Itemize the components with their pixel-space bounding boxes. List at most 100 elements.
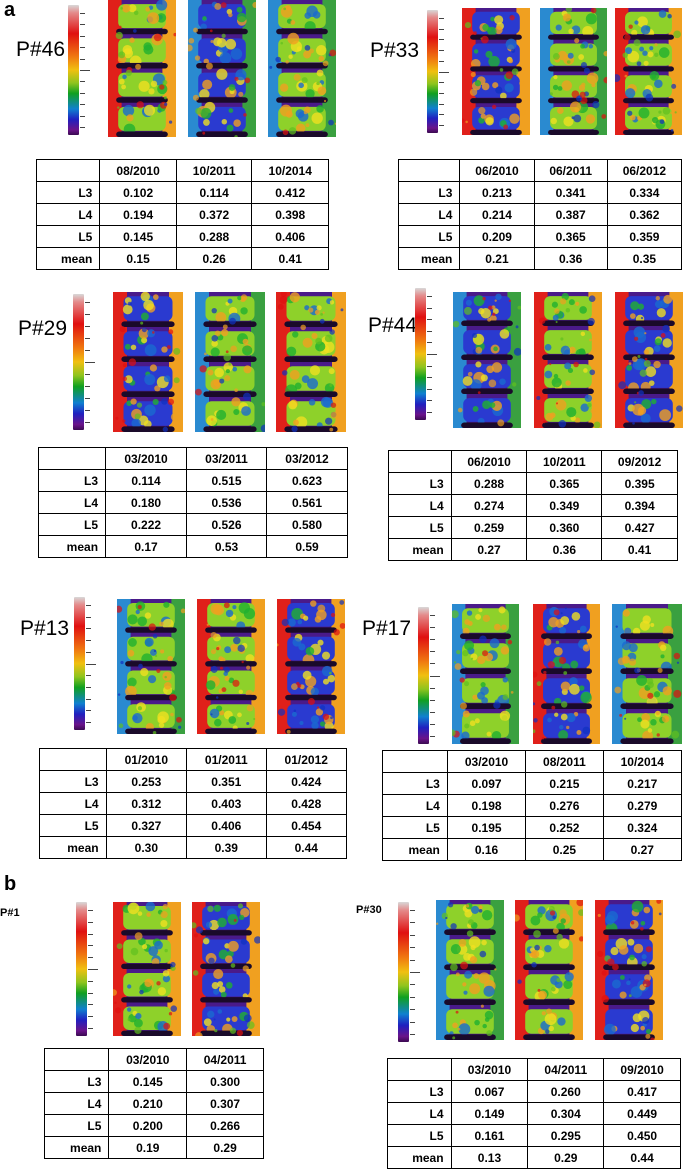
bone-quality-table: 03/2010 04/2011 09/2010 L3 0.067 0.260 0.417 L4… [387,1058,681,1169]
scan-date-header: 10/2011 [526,450,603,473]
row-label: mean [37,535,107,558]
row-label: L4 [387,1102,452,1125]
scale-tick [86,699,91,700]
color-scale-bar [73,294,95,430]
scale-tick [439,104,444,105]
value-cell: 0.161 [450,1124,529,1147]
scale-tick [88,910,93,911]
value-cell: 0.623 [265,469,349,492]
spine-scan-image [436,900,504,1040]
table-header-row: 06/2010 06/2011 06/2012 [397,159,683,182]
row-label: mean [387,1146,452,1169]
table-row: L3 0.114 0.515 0.623 [37,469,349,492]
value-cell: 0.398 [251,203,329,226]
scale-tick [439,114,444,115]
scan-date-header: 04/2011 [186,1048,264,1071]
value-cell: 0.580 [265,513,349,536]
table-row: mean 0.27 0.36 0.41 [388,538,678,561]
scale-tick [86,710,91,711]
row-label: L5 [388,516,452,539]
value-cell: 0.29 [186,1136,264,1159]
value-cell: 0.266 [186,1114,264,1137]
scale-tick [80,104,85,105]
spine-scan-image [533,604,600,744]
value-cell: 0.195 [446,816,527,839]
value-cell: 0.526 [186,513,267,536]
scale-tick [85,386,90,387]
scale-tick [86,687,91,688]
panel-label-a: a [4,0,16,21]
scale-tick [85,422,90,423]
table-row: L3 0.288 0.365 0.395 [388,472,678,495]
spine-scan-image [534,292,602,428]
scan-date-header: 01/2011 [186,748,267,771]
table-row: L5 0.209 0.365 0.359 [397,225,683,248]
spine-scan-image [615,8,682,135]
value-cell: 0.276 [525,794,604,817]
table-row: L5 0.145 0.288 0.406 [35,225,329,248]
patient-label: P#33 [370,39,420,62]
scale-tick [86,640,91,641]
scale-tick [439,39,444,40]
value-cell: 0.450 [603,1124,681,1147]
value-cell: 0.13 [450,1146,529,1169]
scale-tick [80,13,85,14]
table-corner-cell [388,450,452,473]
value-cell: 0.403 [186,792,267,815]
scan-date-header: 09/2010 [603,1058,681,1081]
value-cell: 0.200 [108,1114,188,1137]
value-cell: 0.341 [533,181,608,204]
value-cell: 0.454 [265,814,347,837]
table-row: L3 0.097 0.215 0.217 [382,772,683,795]
bone-quality-table: 03/2010 04/2011 L3 0.145 0.300 L4 0.210 0.307 L5… [43,1048,264,1159]
value-cell: 0.21 [459,247,535,270]
scan-date-header: 01/2010 [105,748,188,771]
value-cell: 0.394 [601,494,678,517]
table-header-row: 08/2010 10/2011 10/2014 [35,159,329,182]
table-row: L3 0.145 0.300 [43,1070,264,1093]
scale-tick [410,910,415,911]
table-row: L4 0.274 0.349 0.394 [388,494,678,517]
scan-date-header: 03/2011 [186,447,267,470]
value-cell: 0.180 [105,491,188,514]
value-cell: 0.312 [105,792,188,815]
scale-tick [427,331,432,332]
row-label: L4 [35,203,101,226]
scale-tick [86,605,91,606]
value-cell: 0.406 [186,814,267,837]
table-header-row: 03/2010 04/2011 [43,1048,264,1071]
table-row: L3 0.253 0.351 0.424 [39,770,347,793]
value-cell: 0.449 [603,1102,681,1125]
spine-scan-image [117,599,185,734]
value-cell: 0.198 [446,794,527,817]
value-cell: 0.067 [450,1080,529,1103]
row-label: L3 [388,472,452,495]
spine-scan-image [515,900,583,1040]
scale-tick [88,922,93,923]
scan-date-header: 09/2012 [601,450,678,473]
scale-tick [85,326,90,327]
scale-tick [88,1028,93,1029]
value-cell: 0.15 [99,247,177,270]
scan-date-header: 06/2010 [450,450,528,473]
spine-scan-image [276,292,346,432]
value-cell: 0.26 [175,247,253,270]
spine-scan-image [268,0,336,137]
value-cell: 0.215 [525,772,604,795]
scale-tick [80,70,90,71]
table-header-row: 03/2010 08/2011 10/2014 [382,750,683,773]
scan-date-header: 03/2010 [105,447,188,470]
table-row: L5 0.161 0.295 0.450 [387,1124,681,1147]
scale-tick [427,389,432,390]
table-row: L5 0.195 0.252 0.324 [382,816,683,839]
scale-tick [430,676,440,677]
scan-date-header: 03/2010 [108,1048,188,1071]
value-cell: 0.424 [265,770,347,793]
value-cell: 0.25 [525,838,604,861]
value-cell: 0.260 [527,1080,605,1103]
row-label: L3 [43,1070,110,1093]
scan-date-header: 10/2011 [175,159,253,182]
bone-quality-table: 06/2010 06/2011 06/2012 L3 0.213 0.341 0.334 L4… [397,159,683,270]
bone-quality-table: 03/2010 08/2011 10/2014 L3 0.097 0.215 0.217 L4… [382,750,683,861]
value-cell: 0.102 [99,181,177,204]
